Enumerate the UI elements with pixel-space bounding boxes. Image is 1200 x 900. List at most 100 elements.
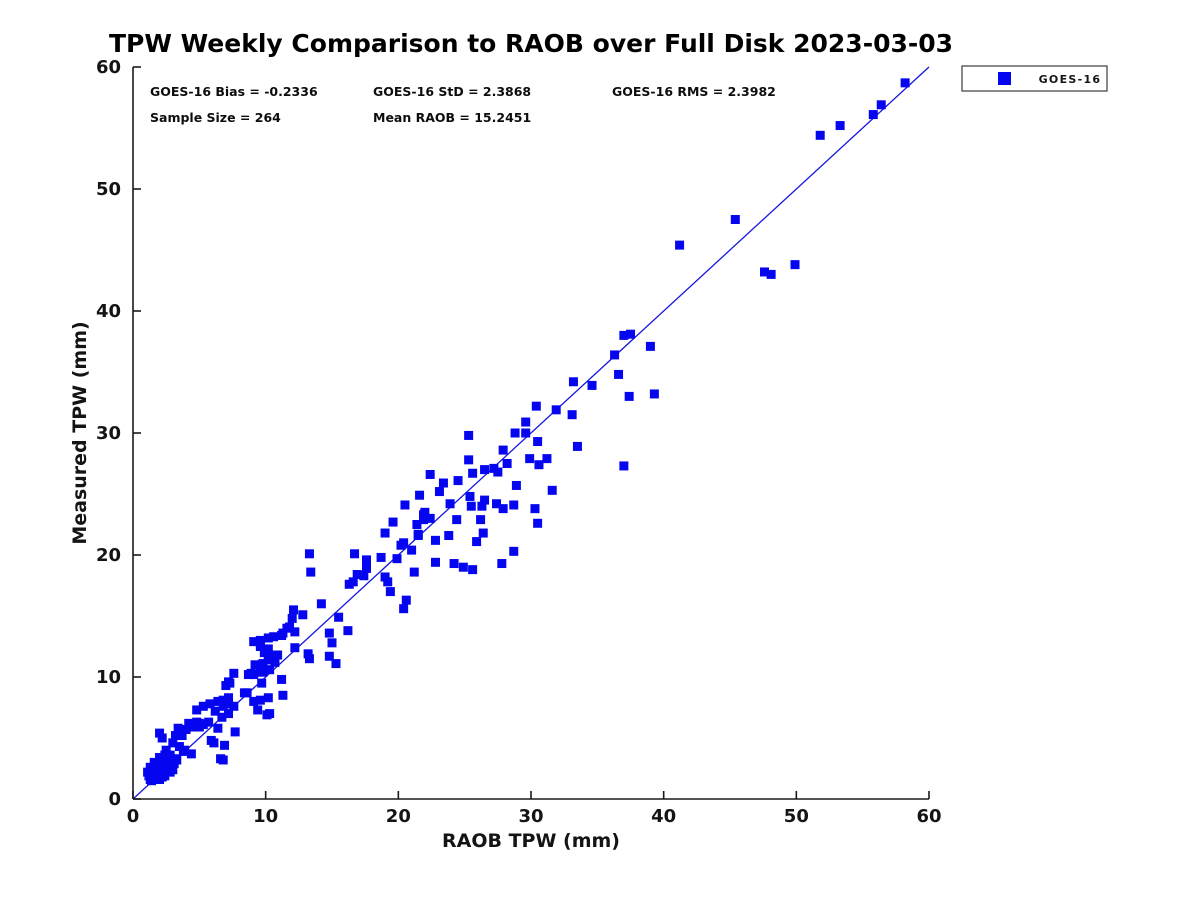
scatter-point: [327, 638, 337, 648]
scatter-point: [249, 696, 259, 706]
scatter-point: [401, 595, 411, 605]
scatter-point: [217, 712, 227, 722]
scatter-point: [480, 465, 490, 475]
scatter-point: [177, 731, 187, 741]
scatter-point: [430, 535, 440, 545]
scatter-point: [396, 540, 406, 550]
scatter-point: [257, 678, 267, 688]
scatter-point: [407, 545, 417, 555]
scatter-point: [348, 577, 358, 587]
scatter-point: [224, 693, 234, 703]
fit-line: [132, 66, 930, 800]
y-tick-label: 10: [96, 667, 121, 688]
scatter-point: [169, 759, 179, 769]
scatter-point: [567, 410, 577, 420]
scatter-point: [331, 659, 341, 669]
scatter-point: [568, 377, 578, 387]
scatter-point: [255, 638, 265, 648]
scatter-point: [278, 690, 288, 700]
scatter-point: [181, 724, 191, 734]
scatter-point: [170, 754, 180, 764]
scatter-point: [624, 391, 634, 401]
scatter-point: [352, 570, 362, 580]
stat-mean-raob: Mean RAOB = 15.2451: [373, 110, 531, 125]
scatter-point: [675, 240, 685, 250]
scatter-point: [350, 549, 360, 559]
scatter-point: [468, 565, 478, 575]
scatter-point: [619, 461, 629, 471]
scatter-point: [547, 485, 557, 495]
scatter-point: [730, 215, 740, 224]
x-axis-label: RAOB TPW (mm): [442, 830, 620, 852]
scatter-point: [149, 767, 159, 777]
scatter-point: [287, 613, 297, 623]
legend-marker-icon: [998, 72, 1011, 85]
scatter-point: [224, 709, 234, 719]
scatter-point: [478, 528, 488, 538]
scatter-point: [263, 655, 273, 665]
scatter-point: [242, 688, 252, 698]
scatter-point: [147, 776, 157, 786]
scatter-point: [209, 738, 219, 748]
scatter-point: [444, 530, 454, 540]
scatter-point: [155, 753, 165, 763]
scatter-point: [511, 480, 521, 490]
scatter-point: [249, 637, 259, 647]
scatter-point: [157, 733, 167, 743]
scatter-point: [205, 699, 215, 709]
scatter-point: [476, 515, 486, 525]
scatter-point: [452, 515, 462, 525]
scatter-point: [303, 649, 313, 659]
scatter-point: [343, 626, 353, 636]
scatter-point: [278, 628, 288, 638]
scatter-point: [388, 517, 398, 527]
scatter-point: [285, 622, 295, 632]
scatter-point: [155, 728, 165, 738]
scatter-point: [334, 612, 344, 622]
y-tick-label: 30: [96, 423, 121, 444]
scatter-point: [521, 428, 531, 438]
scatter-point: [210, 706, 220, 716]
scatter-point: [492, 499, 502, 509]
stat-std: GOES-16 StD = 2.3868: [373, 84, 531, 99]
legend-box: [961, 65, 1108, 92]
scatter-point: [265, 665, 275, 675]
scatter-point: [412, 520, 422, 529]
scatter-point: [380, 528, 390, 538]
scatter-point: [449, 559, 459, 569]
scatter-point: [380, 572, 390, 582]
scatter-point: [290, 627, 300, 637]
scatter-point: [385, 587, 395, 597]
scatter-point: [324, 628, 334, 638]
scatter-point: [645, 341, 655, 351]
scatter-point: [258, 667, 268, 677]
scatter-point: [430, 557, 440, 567]
scatter-point: [551, 405, 561, 415]
scatter-point: [468, 468, 478, 478]
scatter-point: [376, 552, 386, 562]
scatter-point: [400, 500, 410, 510]
scatter-point: [531, 401, 541, 411]
scatter-point: [498, 504, 508, 514]
scatter-point: [192, 717, 202, 727]
stat-sample-size: Sample Size = 264: [150, 110, 281, 125]
scatter-point: [304, 654, 314, 664]
scatter-point: [900, 78, 910, 88]
scatter-point: [263, 693, 273, 703]
scatter-point: [868, 110, 878, 120]
scatter-point: [525, 454, 535, 464]
scatter-point: [399, 604, 409, 614]
y-tick-label: 40: [96, 301, 121, 322]
scatter-point: [229, 701, 239, 711]
scatter-point: [306, 567, 316, 577]
scatter-point: [766, 269, 776, 279]
scatter-point: [192, 705, 202, 715]
scatter-point: [425, 469, 435, 479]
scatter-point: [361, 563, 371, 573]
scatter-point: [361, 555, 371, 565]
scatter-point: [204, 717, 214, 727]
scatter-point: [533, 518, 543, 528]
scatter-point: [255, 695, 265, 705]
scatter-point: [168, 738, 178, 748]
scatter-point: [835, 121, 845, 131]
